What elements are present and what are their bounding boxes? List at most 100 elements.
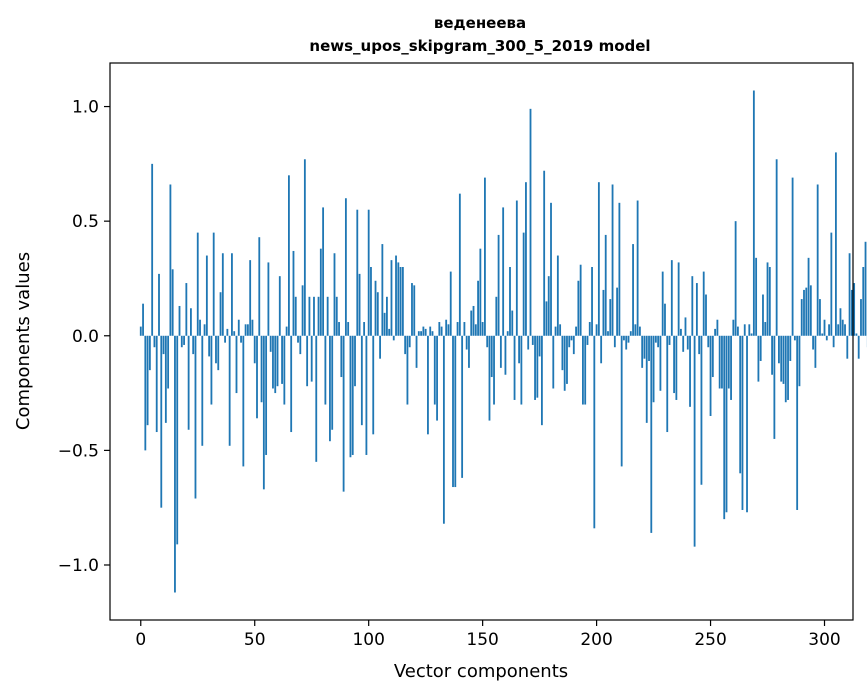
bars-group (139, 90, 867, 593)
bar-component-238 (682, 335, 685, 352)
bar-component-234 (673, 335, 675, 394)
bar-component-8 (158, 273, 160, 336)
bar-component-196 (586, 335, 589, 345)
bar-component-311 (848, 253, 851, 336)
bar-component-246 (700, 335, 703, 485)
bar-component-197 (588, 322, 591, 336)
bar-component-256 (723, 335, 726, 520)
bar-component-150 (481, 322, 484, 336)
bar-component-239 (684, 317, 687, 336)
bar-component-149 (479, 248, 482, 336)
bar-component-60 (276, 335, 279, 387)
bar-component-285 (789, 335, 792, 361)
bar-component-166 (518, 335, 521, 364)
bar-component-79 (319, 248, 322, 336)
bar-component-283 (784, 335, 787, 403)
bar-component-269 (752, 90, 755, 336)
chart-title: веденеева (434, 14, 526, 32)
bar-component-154 (490, 335, 493, 378)
bar-component-235 (675, 335, 678, 400)
bar-component-158 (499, 335, 502, 368)
bar-component-192 (577, 280, 580, 336)
bar-component-194 (582, 335, 584, 405)
bar-component-67 (292, 250, 295, 336)
bar-component-104 (376, 292, 379, 336)
bar-component-207 (611, 184, 614, 336)
bar-component-57 (269, 335, 272, 352)
bar-component-179 (547, 276, 550, 336)
bar-component-287 (793, 335, 796, 341)
bar-component-138 (454, 335, 457, 488)
bar-component-65 (288, 175, 290, 336)
bar-component-209 (616, 287, 619, 336)
bar-component-66 (290, 335, 293, 433)
bar-component-83 (329, 335, 331, 442)
bar-component-164 (513, 335, 516, 400)
bar-component-56 (267, 262, 270, 336)
bar-component-186 (563, 335, 566, 391)
bar-component-142 (463, 322, 466, 336)
bar-component-205 (607, 331, 609, 336)
bar-component-184 (559, 324, 562, 336)
bar-component-229 (661, 271, 664, 336)
bar-component-293 (807, 257, 810, 336)
bar-component-314 (855, 333, 858, 336)
bar-component-153 (488, 335, 491, 421)
bar-component-128 (431, 331, 434, 336)
bar-component-106 (381, 244, 384, 336)
bar-component-125 (424, 328, 427, 336)
bar-component-299 (821, 333, 824, 336)
bar-component-318 (864, 241, 867, 336)
bar-component-113 (397, 262, 400, 336)
bar-component-78 (317, 296, 320, 336)
bar-component-221 (643, 335, 646, 359)
bar-component-280 (778, 335, 780, 364)
bar-component-159 (502, 207, 505, 336)
bar-component-34 (217, 335, 220, 371)
bar-component-82 (326, 296, 329, 336)
bar-component-204 (604, 234, 607, 336)
bar-component-226 (654, 335, 657, 343)
bar-component-292 (805, 287, 808, 336)
bar-component-117 (406, 335, 409, 405)
bar-component-217 (634, 324, 637, 336)
bar-component-301 (825, 335, 828, 341)
bar-component-271 (757, 335, 760, 382)
bar-component-210 (618, 202, 621, 336)
plot-frame (109, 62, 854, 621)
bar-component-286 (791, 177, 794, 336)
bar-component-32 (212, 232, 215, 336)
bar-component-15 (174, 335, 176, 593)
bar-component-73 (306, 335, 309, 387)
bar-component-228 (659, 335, 662, 391)
bar-component-169 (525, 182, 527, 336)
bar-component-72 (303, 159, 306, 336)
bar-component-178 (545, 301, 548, 336)
bar-component-70 (299, 335, 302, 355)
bar-component-156 (495, 296, 498, 336)
bar-component-52 (258, 237, 261, 336)
chart-subtitle: news_upos_skipgram_300_5_2019 model (309, 37, 650, 55)
bar-component-206 (609, 299, 612, 336)
bar-component-216 (632, 244, 634, 336)
bar-component-136 (449, 271, 452, 336)
bar-component-245 (698, 335, 701, 355)
bar-component-281 (780, 335, 783, 382)
bar-component-14 (171, 269, 174, 336)
bar-component-253 (716, 319, 719, 336)
bar-component-175 (538, 335, 541, 357)
bar-component-133 (442, 335, 445, 524)
bar-component-38 (226, 328, 229, 336)
bar-component-108 (386, 296, 388, 336)
bar-component-47 (246, 324, 249, 336)
bar-component-284 (787, 335, 789, 400)
bar-component-190 (572, 335, 575, 355)
bar-component-297 (816, 184, 819, 336)
bar-component-42 (235, 335, 238, 394)
bar-component-58 (272, 335, 274, 389)
bar-component-182 (554, 326, 557, 336)
bar-component-163 (511, 310, 514, 336)
bar-component-262 (736, 326, 739, 336)
bar-component-259 (730, 335, 732, 400)
